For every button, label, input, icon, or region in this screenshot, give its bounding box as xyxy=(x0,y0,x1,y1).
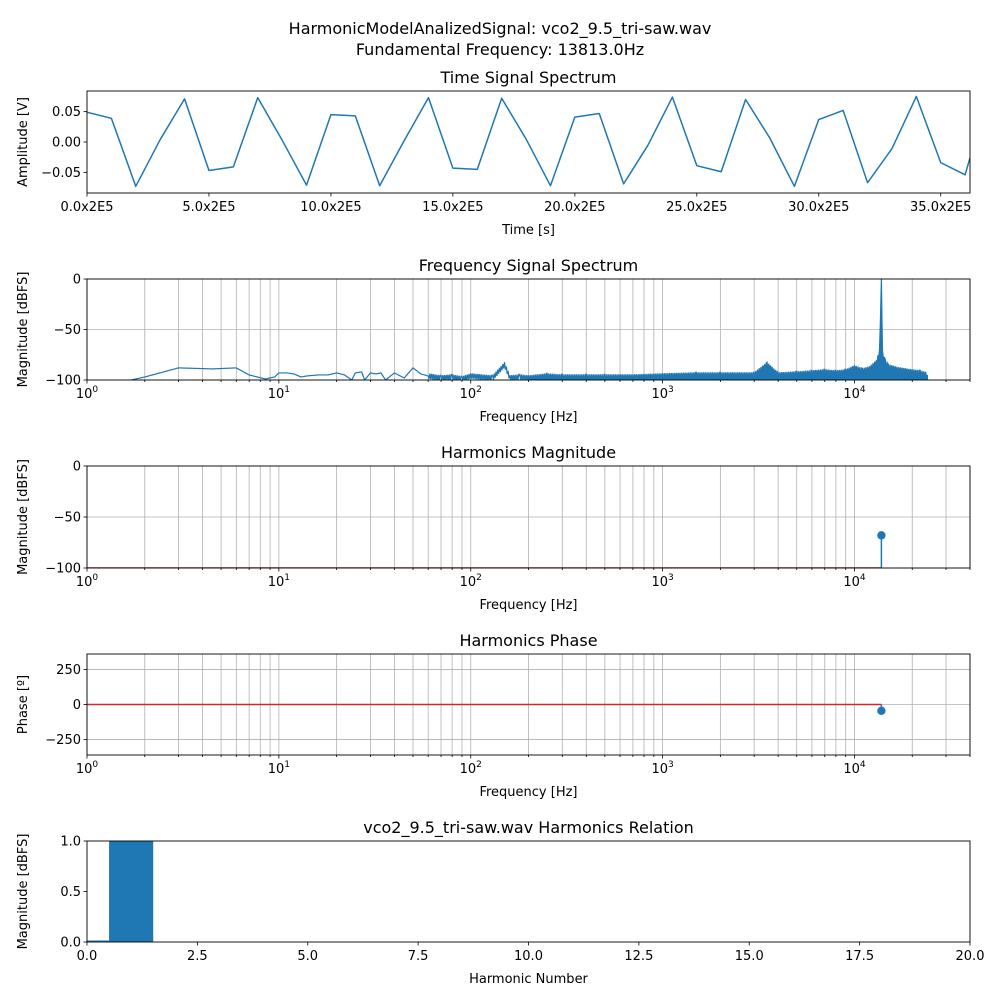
x-tick-label: 20.0 xyxy=(956,949,985,964)
y-tick-label: −50 xyxy=(54,511,81,526)
x-tick-label: 15.0 xyxy=(735,949,764,964)
x-tick-label: 35.0x2E5 xyxy=(910,200,971,215)
x-tick-label: 100 xyxy=(76,573,99,590)
harmonic-bar xyxy=(109,841,154,942)
axes-2: 100 101 102 103 104 −100 −50 0 Frequency Signal … xyxy=(16,256,971,425)
x-tick-label: 104 xyxy=(843,760,866,777)
harmonic-bar xyxy=(87,940,110,942)
x-tick-label: 30.0x2E5 xyxy=(788,200,849,215)
y-tick-label: 0.00 xyxy=(52,136,81,151)
x-tick-label: 104 xyxy=(843,385,866,402)
y-tick-label: 1.0 xyxy=(60,835,81,850)
spectrum-line xyxy=(131,279,929,380)
y-axis-label: Magnitude [dBFS] xyxy=(16,459,31,575)
x-tick-label: 104 xyxy=(843,573,866,590)
x-tick-label: 102 xyxy=(460,385,482,402)
y-tick-label: −100 xyxy=(45,374,81,389)
signal-line-1 xyxy=(87,95,970,188)
x-tick-label: 100 xyxy=(76,760,99,777)
y-tick-label: 0 xyxy=(73,460,81,475)
plot-area xyxy=(87,531,886,568)
y-tick-label: −250 xyxy=(45,733,81,748)
y-tick-label: −100 xyxy=(45,562,81,577)
x-tick-label: 7.5 xyxy=(408,949,429,964)
y-tick-label: 0 xyxy=(73,698,81,713)
x-tick-label: 102 xyxy=(460,760,482,777)
x-tick-label: 5.0 xyxy=(297,949,318,964)
plot-area xyxy=(87,703,886,716)
axes-title: vco2_9.5_tri-saw.wav Harmonics Relation xyxy=(363,818,694,838)
x-tick-label: 5.0x2E5 xyxy=(182,200,235,215)
axes-frame xyxy=(86,840,971,943)
x-tick-label: 25.0x2E5 xyxy=(666,200,727,215)
x-tick-label: 20.0x2E5 xyxy=(544,200,605,215)
x-tick-label: 10.0 xyxy=(514,949,543,964)
y-tick-label: 0.5 xyxy=(60,885,81,900)
y-axis-label: Magnitude [dBFS] xyxy=(16,834,31,950)
x-tick-label: 0.0 xyxy=(77,949,98,964)
x-tick-label: 103 xyxy=(651,760,673,777)
x-tick-label: 100 xyxy=(76,385,99,402)
harmonic-marker xyxy=(877,706,886,716)
figure-title-line-1: HarmonicModelAnalizedSignal: vco2_9.5_tr… xyxy=(289,19,712,39)
axes-3: 100 101 102 103 104 −100 −50 0 Harmonics Magnitu… xyxy=(16,443,971,613)
x-tick-label: 10.0x2E5 xyxy=(300,200,361,215)
y-tick-label: 0 xyxy=(73,273,81,288)
axes-4: 100 101 102 103 104 −250 0 250 Harmonics Phase Fr… xyxy=(16,631,971,800)
plot-area xyxy=(87,95,970,188)
y-axis-label: Amplitude [V] xyxy=(16,97,31,187)
x-tick-label: 2.5 xyxy=(187,949,208,964)
x-tick-label: 15.0x2E5 xyxy=(422,200,483,215)
x-axis-label: Time [s] xyxy=(501,223,555,238)
x-tick-label: 101 xyxy=(268,760,290,777)
y-axis-label: Magnitude [dBFS] xyxy=(16,272,31,388)
x-tick-label: 103 xyxy=(651,385,673,402)
axes-title: Harmonics Phase xyxy=(459,631,597,650)
y-tick-label: 0.0 xyxy=(60,936,81,951)
x-tick-label: 102 xyxy=(460,573,482,590)
axes-frame xyxy=(86,653,971,756)
x-axis-label: Frequency [Hz] xyxy=(479,785,577,800)
x-tick-label: 0.0x2E5 xyxy=(60,200,113,215)
y-tick-label: −0.05 xyxy=(41,166,81,181)
plot-area xyxy=(131,279,929,380)
x-axis-label: Harmonic Number xyxy=(469,972,588,987)
axes-frame xyxy=(86,278,971,381)
x-axis-label: Frequency [Hz] xyxy=(479,598,577,613)
x-tick-label: 17.5 xyxy=(845,949,874,964)
y-tick-label: 250 xyxy=(56,663,81,678)
axes-frame xyxy=(86,90,971,194)
axes-5: 0.0 2.5 5.0 7.5 10.0 12.5 15.0 17.5 20.0 0.0 0.5 1.… xyxy=(16,818,984,987)
plot-area xyxy=(87,841,154,942)
x-axis-label: Frequency [Hz] xyxy=(479,410,577,425)
x-tick-label: 101 xyxy=(268,385,290,402)
x-tick-label: 12.5 xyxy=(624,949,653,964)
axes-1: 0.0x2E5 5.0x2E5 10.0x2E5 15.0x2E5 20.0x2E5 25… xyxy=(16,68,971,238)
x-tick-label: 101 xyxy=(268,573,290,590)
axes-frame xyxy=(86,465,971,569)
axes-title: Time Signal Spectrum xyxy=(439,68,616,87)
x-tick-label: 103 xyxy=(651,573,673,590)
y-tick-label: −50 xyxy=(54,323,81,338)
y-axis-label: Phase [º] xyxy=(16,675,31,734)
axes-title: Frequency Signal Spectrum xyxy=(419,256,639,275)
y-tick-label: 0.05 xyxy=(52,105,81,120)
figure-title-line-2: Fundamental Frequency: 13813.0Hz xyxy=(356,40,644,59)
harmonic-marker xyxy=(877,531,886,540)
axes-title: Harmonics Magnitude xyxy=(441,443,616,462)
